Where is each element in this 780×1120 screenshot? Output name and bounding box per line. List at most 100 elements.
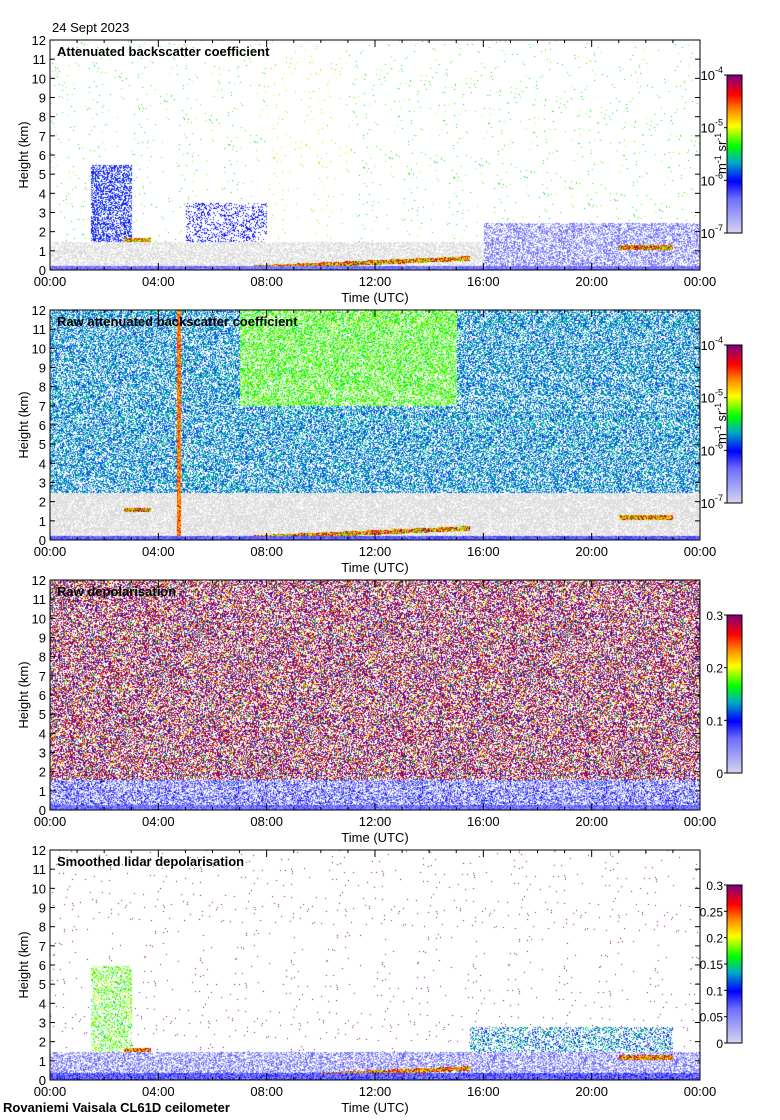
y-tick-label: 3 [39, 1016, 46, 1031]
y-tick-label: 5 [39, 167, 46, 182]
y-axis-label: Height (km) [16, 661, 31, 728]
y-tick-label: 1 [39, 514, 46, 529]
x-tick-label: 12:00 [359, 1084, 392, 1099]
y-tick-label: 7 [39, 669, 46, 684]
y-tick-label: 10 [32, 71, 46, 86]
x-tick-label: 16:00 [467, 1084, 500, 1099]
colorbar-tick-label: 10 [701, 121, 715, 136]
x-tick-label: 16:00 [467, 814, 500, 829]
y-tick-label: 7 [39, 399, 46, 414]
colorbar-tick-exponent: -7 [715, 223, 723, 233]
x-axis-label: Time (UTC) [341, 830, 408, 845]
y-tick-label: 9 [39, 901, 46, 916]
colorbar-unit-label: m-1 sr-1 [713, 403, 729, 444]
plot-frame [49, 579, 701, 811]
y-tick-label: 4 [39, 996, 46, 1011]
x-axis-label: Time (UTC) [341, 560, 408, 575]
x-tick-label: 08:00 [250, 274, 283, 289]
panel-title: Smoothed lidar depolarisation [57, 854, 244, 869]
y-tick-label: 9 [39, 91, 46, 106]
y-tick-label: 12 [32, 843, 46, 858]
x-tick-label: 00:00 [34, 274, 67, 289]
date-label: 24 Sept 2023 [52, 20, 130, 35]
panel-title: Attenuated backscatter coefficient [57, 44, 270, 59]
unit-part: sr [714, 140, 729, 155]
x-tick-label: 08:00 [250, 544, 283, 559]
x-tick-label: 04:00 [142, 544, 175, 559]
colorbar-unit-label: m-1 sr-1 [713, 133, 729, 174]
colorbar-tick-label: 0.1 [706, 984, 723, 998]
colorbar-tick-label: 0 [716, 767, 723, 781]
panel-title: Raw attenuated backscatter coefficient [57, 314, 298, 329]
x-tick-label: 00:00 [684, 1084, 717, 1099]
x-tick-label: 00:00 [34, 544, 67, 559]
y-tick-label: 5 [39, 977, 46, 992]
x-tick-label: 04:00 [142, 274, 175, 289]
x-tick-label: 08:00 [250, 814, 283, 829]
y-tick-label: 2 [39, 495, 46, 510]
y-tick-label: 9 [39, 361, 46, 376]
x-tick-label: 20:00 [575, 814, 608, 829]
colorbar-tick-exponent: -5 [715, 118, 723, 128]
y-tick-label: 11 [33, 322, 47, 337]
unit-part: -1 [713, 155, 723, 163]
colorbar-tick-exponent: -4 [715, 65, 723, 75]
y-tick-label: 3 [39, 746, 46, 761]
y-axis-label: Height (km) [16, 391, 31, 458]
x-tick-label: 12:00 [359, 274, 392, 289]
colorbar [726, 614, 743, 774]
colorbar-tick-label: 0.05 [700, 1011, 724, 1025]
x-tick-label: 16:00 [467, 544, 500, 559]
colorbar-tick-label: 10 [701, 68, 715, 83]
x-tick-label: 00:00 [684, 274, 717, 289]
colorbar-tick-label: 10 [701, 173, 715, 188]
colorbar-tick-label: 10 [701, 391, 715, 406]
colorbar-tick-label: 0.2 [706, 662, 723, 676]
plot-frame [49, 849, 701, 1081]
y-tick-label: 10 [32, 881, 46, 896]
y-tick-label: 1 [39, 784, 46, 799]
x-tick-label: 12:00 [359, 814, 392, 829]
colorbar-tick-exponent: -6 [715, 440, 723, 450]
x-tick-label: 00:00 [34, 1084, 67, 1099]
y-tick-label: 0 [39, 533, 46, 548]
y-tick-label: 6 [39, 688, 46, 703]
y-tick-label: 1 [39, 244, 46, 259]
colorbar [726, 74, 743, 234]
unit-part: -1 [713, 425, 723, 433]
colorbar-tick-exponent: -7 [715, 493, 723, 503]
colorbar-tick-exponent: -4 [715, 335, 723, 345]
y-tick-label: 5 [39, 437, 46, 452]
colorbar-tick-label: 10 [701, 443, 715, 458]
colorbar-tick-label: 0.15 [700, 958, 724, 972]
colorbar-tick-label: 0 [716, 1037, 723, 1051]
y-tick-label: 6 [39, 418, 46, 433]
y-tick-label: 1 [39, 1054, 46, 1069]
x-tick-label: 20:00 [575, 274, 608, 289]
y-tick-label: 8 [39, 380, 46, 395]
y-tick-label: 0 [39, 263, 46, 278]
colorbar-tick-label: 10 [701, 226, 715, 241]
y-tick-label: 6 [39, 148, 46, 163]
x-tick-label: 04:00 [142, 1084, 175, 1099]
plot-frame [49, 39, 701, 271]
y-tick-label: 5 [39, 707, 46, 722]
y-axis-label: Height (km) [16, 931, 31, 998]
colorbar-tick-label: 10 [701, 496, 715, 511]
colorbar [726, 344, 743, 504]
y-axis-label: Height (km) [16, 121, 31, 188]
colorbar-tick-label: 10 [701, 338, 715, 353]
y-tick-label: 9 [39, 631, 46, 646]
y-tick-label: 11 [33, 862, 47, 877]
colorbar-tick-label: 0.1 [706, 714, 723, 728]
colorbar-tick-label: 0.3 [706, 609, 723, 623]
y-tick-label: 2 [39, 765, 46, 780]
x-axis-label: Time (UTC) [341, 290, 408, 305]
y-tick-label: 2 [39, 225, 46, 240]
colorbar-tick-exponent: -5 [715, 388, 723, 398]
x-tick-label: 04:00 [142, 814, 175, 829]
colorbar-tick-label: 0.2 [706, 932, 723, 946]
y-tick-label: 10 [32, 611, 46, 626]
